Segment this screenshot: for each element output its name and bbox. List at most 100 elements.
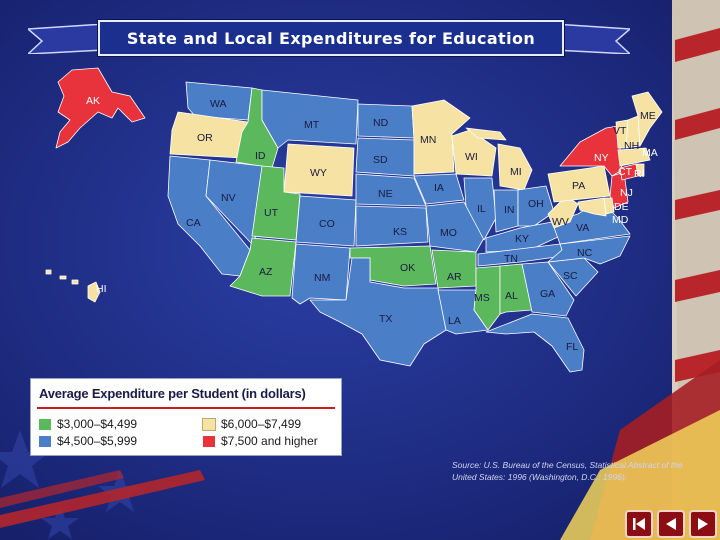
label-HI: HI	[96, 283, 107, 295]
label-WI: WI	[465, 151, 478, 163]
state-WI	[451, 129, 497, 177]
state-labels: AK HI WA OR CA ID NV UT AZ MT WY CO NM N…	[86, 95, 658, 353]
label-NJ: NJ	[620, 187, 633, 199]
label-WV: WV	[552, 216, 569, 228]
arrow-left-icon	[666, 518, 676, 530]
previous-slide-button[interactable]	[657, 510, 685, 538]
label-VA: VA	[576, 222, 589, 234]
legend-divider	[37, 407, 335, 409]
map-legend: Average Expenditure per Student (in doll…	[30, 378, 342, 456]
state-MA	[617, 147, 651, 167]
legend-swatch-yellow	[202, 417, 216, 431]
state-AK	[55, 67, 146, 149]
state-ME	[631, 91, 663, 147]
label-NM: NM	[314, 272, 330, 284]
title-ribbon-right	[554, 24, 630, 54]
label-OR: OR	[197, 132, 213, 144]
state-OH	[517, 185, 555, 227]
legend-label-low: $3,000–$4,499	[57, 417, 138, 431]
label-CO: CO	[319, 218, 335, 230]
legend-title: Average Expenditure per Student (in doll…	[39, 386, 306, 401]
label-WA: WA	[210, 98, 227, 110]
state-RI	[635, 163, 645, 177]
state-IA	[413, 173, 465, 205]
label-VT: VT	[613, 125, 627, 137]
label-OH: OH	[528, 198, 544, 210]
label-OK: OK	[400, 262, 415, 274]
legend-swatch-red	[203, 435, 215, 447]
us-map: AK HI WA OR CA ID NV UT AZ MT WY CO NM N…	[45, 67, 663, 373]
next-slide-button[interactable]	[689, 510, 717, 538]
state-TN	[477, 243, 579, 267]
legend-swatch-green	[39, 418, 51, 430]
state-MT	[261, 89, 359, 149]
label-NV: NV	[221, 192, 236, 204]
label-AZ: AZ	[259, 266, 273, 278]
state-MI	[465, 127, 533, 191]
label-PA: PA	[572, 180, 585, 192]
state-AL	[499, 263, 533, 315]
label-WY: WY	[310, 167, 327, 179]
label-KY: KY	[515, 233, 529, 245]
label-NE: NE	[378, 188, 393, 200]
label-MI: MI	[510, 166, 522, 178]
label-SD: SD	[373, 154, 388, 166]
label-MS: MS	[474, 292, 490, 304]
state-NC	[547, 235, 631, 265]
label-GA: GA	[540, 288, 555, 300]
label-AK: AK	[86, 95, 100, 107]
label-IN: IN	[504, 204, 515, 216]
state-CO	[295, 195, 357, 247]
state-KS	[355, 205, 429, 247]
label-AR: AR	[447, 271, 462, 283]
label-ID: ID	[255, 150, 266, 162]
legend-item-low: $3,000–$4,499	[39, 417, 137, 431]
label-MO: MO	[440, 227, 457, 239]
label-TN: TN	[504, 253, 518, 265]
page-title: State and Local Expenditures for Educati…	[98, 20, 564, 56]
label-FL: FL	[566, 341, 578, 353]
label-ND: ND	[373, 117, 389, 129]
state-GA	[521, 261, 575, 317]
source-note: Source: U.S. Bureau of the Census, Stati…	[452, 460, 683, 482]
state-MN	[411, 99, 471, 175]
label-TX: TX	[379, 313, 392, 325]
label-LA: LA	[448, 315, 461, 327]
first-slide-button[interactable]	[625, 510, 653, 538]
state-OR	[169, 111, 249, 159]
label-KS: KS	[393, 226, 407, 238]
label-DE: DE	[614, 201, 629, 213]
label-SC: SC	[563, 270, 578, 282]
state-AZ	[229, 237, 297, 297]
label-IA: IA	[434, 182, 444, 194]
skip-back-icon	[633, 518, 645, 530]
title-ribbon-left	[28, 24, 104, 54]
label-MN: MN	[420, 134, 436, 146]
label-ME: ME	[640, 110, 656, 122]
label-CT: CT	[618, 166, 633, 178]
legend-label-high: $6,000–$7,499	[221, 417, 302, 431]
label-NH: NH	[624, 140, 639, 152]
label-UT: UT	[264, 207, 279, 219]
label-RI: RI	[634, 168, 645, 180]
state-FL	[485, 313, 585, 373]
legend-item-high: $6,000–$7,499	[202, 417, 302, 431]
state-HI-islands	[45, 269, 79, 285]
state-IL	[463, 177, 497, 241]
legend-swatch-blue	[39, 435, 51, 447]
state-WY	[283, 143, 355, 197]
arrow-right-icon	[698, 518, 708, 530]
label-NY: NY	[594, 152, 609, 164]
legend-label-mid: $4,500–$5,999	[57, 434, 138, 448]
label-MT: MT	[304, 119, 320, 131]
legend-label-top: $7,500 and higher	[221, 434, 318, 448]
state-MD	[577, 197, 607, 217]
state-HI	[87, 281, 101, 303]
legend-item-top: $7,500 and higher	[203, 434, 318, 448]
label-IL: IL	[477, 203, 486, 215]
label-MA: MA	[642, 147, 658, 159]
state-UT	[251, 165, 301, 241]
state-TX	[309, 257, 447, 367]
label-CA: CA	[186, 217, 201, 229]
label-MD: MD	[612, 214, 629, 226]
